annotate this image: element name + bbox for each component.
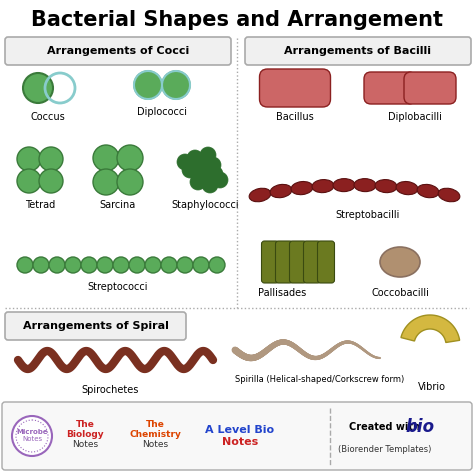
Ellipse shape bbox=[249, 188, 271, 202]
Ellipse shape bbox=[438, 188, 460, 202]
Text: The: The bbox=[146, 420, 164, 429]
Circle shape bbox=[17, 257, 33, 273]
Text: bio: bio bbox=[405, 418, 435, 436]
Ellipse shape bbox=[291, 182, 313, 195]
Circle shape bbox=[162, 71, 190, 99]
Text: The: The bbox=[75, 420, 94, 429]
Text: Spirilla (Helical-shaped/Corkscrew form): Spirilla (Helical-shaped/Corkscrew form) bbox=[236, 375, 405, 384]
Text: Coccus: Coccus bbox=[31, 112, 65, 122]
Circle shape bbox=[117, 145, 143, 171]
Circle shape bbox=[93, 145, 119, 171]
Ellipse shape bbox=[333, 179, 355, 191]
Text: Bacillus: Bacillus bbox=[276, 112, 314, 122]
Text: A Level Bio: A Level Bio bbox=[205, 425, 274, 435]
Text: Streptococci: Streptococci bbox=[88, 282, 148, 292]
Circle shape bbox=[190, 174, 206, 190]
Text: Spirochetes: Spirochetes bbox=[82, 385, 139, 395]
Circle shape bbox=[65, 257, 81, 273]
FancyBboxPatch shape bbox=[364, 72, 416, 104]
Circle shape bbox=[207, 166, 223, 182]
Text: Staphylococci: Staphylococci bbox=[171, 200, 239, 210]
Circle shape bbox=[205, 157, 221, 173]
FancyBboxPatch shape bbox=[404, 72, 456, 104]
Circle shape bbox=[134, 71, 162, 99]
Circle shape bbox=[39, 147, 63, 171]
FancyBboxPatch shape bbox=[303, 241, 320, 283]
Circle shape bbox=[202, 177, 218, 193]
Circle shape bbox=[197, 170, 213, 186]
Text: Diplobacilli: Diplobacilli bbox=[388, 112, 442, 122]
Ellipse shape bbox=[312, 180, 334, 192]
Circle shape bbox=[187, 150, 203, 166]
Circle shape bbox=[49, 257, 65, 273]
Circle shape bbox=[93, 169, 119, 195]
Text: Notes: Notes bbox=[142, 440, 168, 449]
Text: Biology: Biology bbox=[66, 430, 104, 439]
Ellipse shape bbox=[375, 180, 397, 192]
Polygon shape bbox=[401, 315, 460, 343]
Circle shape bbox=[192, 160, 208, 176]
Circle shape bbox=[212, 172, 228, 188]
Text: Notes: Notes bbox=[22, 436, 42, 442]
Circle shape bbox=[145, 257, 161, 273]
Text: Pallisades: Pallisades bbox=[258, 288, 306, 298]
Text: Sarcina: Sarcina bbox=[100, 200, 136, 210]
FancyBboxPatch shape bbox=[5, 37, 231, 65]
Ellipse shape bbox=[417, 184, 439, 198]
Text: Notes: Notes bbox=[72, 440, 98, 449]
Circle shape bbox=[193, 257, 209, 273]
FancyBboxPatch shape bbox=[275, 241, 292, 283]
Text: Coccobacilli: Coccobacilli bbox=[371, 288, 429, 298]
Text: Vibrio: Vibrio bbox=[418, 382, 446, 392]
Ellipse shape bbox=[396, 182, 418, 195]
Text: Arrangements of Spiral: Arrangements of Spiral bbox=[23, 321, 168, 331]
Text: Streptobacilli: Streptobacilli bbox=[336, 210, 400, 220]
FancyBboxPatch shape bbox=[318, 241, 335, 283]
Circle shape bbox=[39, 169, 63, 193]
Text: Created with: Created with bbox=[349, 422, 420, 432]
Text: Diplococci: Diplococci bbox=[137, 107, 187, 117]
Text: Notes: Notes bbox=[222, 437, 258, 447]
Circle shape bbox=[17, 169, 41, 193]
Text: Tetrad: Tetrad bbox=[25, 200, 55, 210]
Circle shape bbox=[81, 257, 97, 273]
FancyBboxPatch shape bbox=[259, 69, 330, 107]
Text: Microbe: Microbe bbox=[16, 429, 48, 435]
Text: Arrangements of Bacilli: Arrangements of Bacilli bbox=[284, 46, 431, 56]
FancyBboxPatch shape bbox=[262, 241, 279, 283]
Text: (Biorender Templates): (Biorender Templates) bbox=[338, 445, 432, 454]
FancyBboxPatch shape bbox=[245, 37, 471, 65]
Circle shape bbox=[12, 416, 52, 456]
Text: Chemistry: Chemistry bbox=[129, 430, 181, 439]
Ellipse shape bbox=[270, 184, 292, 198]
Circle shape bbox=[182, 162, 198, 178]
Circle shape bbox=[117, 169, 143, 195]
Circle shape bbox=[129, 257, 145, 273]
Circle shape bbox=[177, 257, 193, 273]
Text: Bacterial Shapes and Arrangement: Bacterial Shapes and Arrangement bbox=[31, 10, 443, 30]
Circle shape bbox=[200, 147, 216, 163]
Ellipse shape bbox=[354, 179, 376, 191]
Circle shape bbox=[33, 257, 49, 273]
Circle shape bbox=[161, 257, 177, 273]
Circle shape bbox=[97, 257, 113, 273]
Circle shape bbox=[113, 257, 129, 273]
FancyBboxPatch shape bbox=[5, 312, 186, 340]
Text: Arrangements of Cocci: Arrangements of Cocci bbox=[47, 46, 189, 56]
Circle shape bbox=[177, 154, 193, 170]
Ellipse shape bbox=[380, 247, 420, 277]
Circle shape bbox=[209, 257, 225, 273]
FancyBboxPatch shape bbox=[290, 241, 307, 283]
FancyBboxPatch shape bbox=[2, 402, 472, 470]
Circle shape bbox=[23, 73, 53, 103]
Circle shape bbox=[17, 147, 41, 171]
